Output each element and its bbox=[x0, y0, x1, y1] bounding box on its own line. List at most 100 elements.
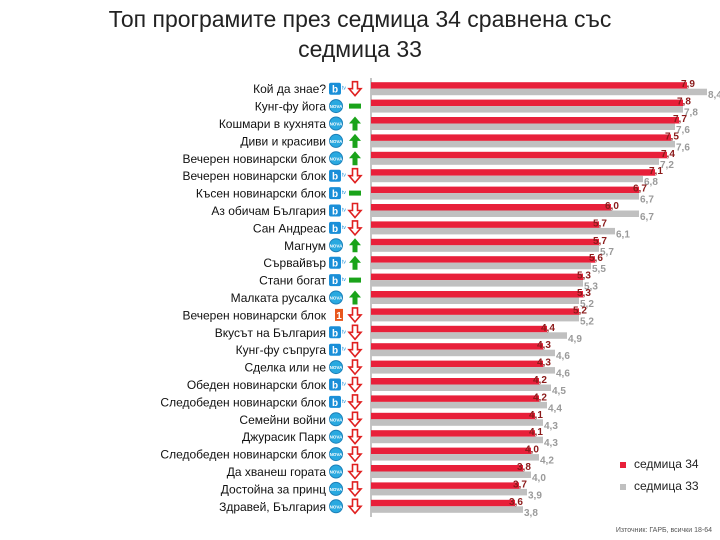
nova-logo-icon bbox=[329, 116, 343, 131]
value-label-week-34: 4,3 bbox=[537, 358, 551, 369]
bar-week-34 bbox=[371, 378, 539, 385]
btv-logo-suffix: tv bbox=[342, 399, 346, 405]
bar-week-34 bbox=[371, 430, 535, 437]
nova-logo-text: NOVA bbox=[330, 417, 343, 422]
value-label-week-34: 7,4 bbox=[661, 149, 675, 160]
value-label-week-33: 4,2 bbox=[540, 456, 554, 467]
arrow-up-icon bbox=[349, 238, 361, 253]
arrow-down-icon bbox=[347, 220, 363, 237]
btv-logo-icon bbox=[329, 256, 341, 269]
category-label: Сървайвър bbox=[263, 256, 326, 270]
value-label-week-33: 7,8 bbox=[684, 108, 698, 119]
bar-week-33 bbox=[371, 488, 527, 496]
value-label-week-34: 5,7 bbox=[593, 236, 607, 247]
chart-row: Достойна за принц NOVA 3,73,9 bbox=[221, 479, 543, 501]
btv-logo-icon bbox=[329, 343, 341, 356]
nova-logo-icon bbox=[329, 447, 343, 462]
value-label-week-34: 5,2 bbox=[573, 305, 587, 316]
btv-logo-icon bbox=[329, 326, 341, 339]
value-label-week-33: 5,2 bbox=[580, 316, 594, 327]
value-label-week-34: 4,0 bbox=[525, 445, 539, 456]
nova-logo-icon bbox=[329, 464, 343, 479]
category-label: Джурасик Парк bbox=[242, 430, 327, 444]
value-label-week-34: 7,8 bbox=[677, 97, 691, 108]
bar-week-33 bbox=[371, 88, 707, 96]
nova-logo-icon bbox=[329, 412, 343, 427]
chart-row: Малката русалка NOVA 5,35,2 bbox=[231, 288, 595, 310]
value-label-week-33: 6,7 bbox=[640, 195, 654, 206]
nova-logo-text: NOVA bbox=[330, 435, 343, 440]
bar-week-34 bbox=[371, 117, 679, 124]
bar-week-33 bbox=[371, 175, 643, 183]
value-label-week-33: 4,0 bbox=[532, 473, 546, 484]
nova-logo-icon bbox=[329, 499, 343, 514]
category-label: Здравей, България bbox=[219, 500, 326, 514]
nova-logo-text: NOVA bbox=[330, 452, 343, 457]
chart-row: Стани богат b tv 5,35,3 bbox=[259, 271, 598, 293]
value-label-week-33: 3,8 bbox=[524, 508, 538, 519]
value-label-week-34: 5,7 bbox=[593, 218, 607, 229]
category-label: Следобеден новинарски блок bbox=[160, 395, 326, 409]
source-note: Източник: ГАРБ, всички 18-64 bbox=[615, 527, 712, 534]
arrow-up-icon bbox=[349, 255, 361, 270]
bar-week-34 bbox=[371, 99, 683, 107]
value-label-week-33: 6,8 bbox=[644, 177, 658, 188]
btv-logo-suffix: tv bbox=[342, 260, 346, 266]
bar-week-34 bbox=[371, 360, 543, 368]
value-label-week-33: 4,3 bbox=[544, 438, 558, 449]
nova-logo-text: NOVA bbox=[330, 139, 343, 144]
arrow-down-icon bbox=[347, 481, 363, 498]
bar-week-34 bbox=[371, 291, 583, 298]
chart-title: Топ програмите през седмица 34 сравнена … bbox=[60, 4, 660, 64]
bar-week-34 bbox=[371, 273, 583, 281]
value-label-week-34: 7,5 bbox=[665, 131, 679, 142]
category-label: Обеден новинарски блок bbox=[187, 378, 327, 392]
category-label: Достойна за принц bbox=[221, 482, 326, 496]
bar-week-33 bbox=[371, 384, 551, 391]
bar-week-34 bbox=[371, 151, 667, 159]
btv-logo-suffix: tv bbox=[342, 190, 346, 196]
bar-week-33 bbox=[371, 210, 639, 217]
value-label-week-33: 4,3 bbox=[544, 421, 558, 432]
bar-week-33 bbox=[371, 106, 683, 113]
value-label-week-33: 7,6 bbox=[676, 125, 690, 136]
arrow-down-icon bbox=[347, 394, 363, 411]
category-label: Следобеден новинарски блок bbox=[160, 448, 326, 462]
bar-week-34 bbox=[371, 343, 543, 350]
value-label-week-33: 3,9 bbox=[528, 490, 542, 501]
arrow-down-icon bbox=[347, 202, 363, 219]
bar-week-34 bbox=[371, 256, 595, 263]
chart-row: Кунг-фу съпруга b tv 4,3 4,6 bbox=[236, 340, 571, 362]
bar-week-33 bbox=[371, 123, 675, 130]
nova-logo-text: NOVA bbox=[330, 365, 343, 370]
chart-row: Сан Андреас b tv 5,7 6,1 bbox=[253, 218, 630, 240]
value-label-week-34: 7,7 bbox=[673, 114, 687, 125]
nova-logo-text: NOVA bbox=[330, 243, 343, 248]
arrow-down-icon bbox=[347, 446, 363, 463]
bar-week-33 bbox=[371, 349, 555, 357]
btv-logo-icon bbox=[329, 187, 341, 200]
nova-logo-text: NOVA bbox=[330, 122, 343, 127]
bar-week-34 bbox=[371, 221, 599, 228]
category-label: Кунг-фу съпруга bbox=[236, 343, 327, 357]
chart-row: Да хванеш гората NOVA 3,84,0 bbox=[227, 462, 547, 484]
legend-entry: седмица 33 bbox=[634, 479, 699, 493]
btv-logo-letter: b bbox=[332, 259, 338, 270]
value-label-week-33: 4,4 bbox=[548, 403, 562, 414]
bar-week-33 bbox=[371, 280, 583, 287]
btv-logo-suffix: tv bbox=[342, 347, 346, 353]
arrow-down-icon bbox=[347, 324, 363, 341]
value-label-week-33: 5,2 bbox=[580, 299, 594, 310]
category-label: Кошмари в кухнята bbox=[219, 117, 327, 131]
btv-logo-icon bbox=[329, 274, 341, 287]
chart-row: Следобеден новинарски блок NOVA 4,04,2 bbox=[160, 445, 554, 467]
chart-row: Вкусът на България b tv 4,4 4,9 bbox=[215, 323, 583, 345]
nova-logo-text: NOVA bbox=[330, 156, 343, 161]
category-label: Диви и красиви bbox=[240, 134, 326, 148]
arrow-down-icon bbox=[347, 428, 363, 445]
btv-logo-icon bbox=[329, 204, 341, 217]
bar-week-34 bbox=[371, 325, 547, 333]
value-label-week-34: 3,8 bbox=[517, 462, 531, 473]
category-label: Кунг-фу йога bbox=[255, 100, 327, 114]
